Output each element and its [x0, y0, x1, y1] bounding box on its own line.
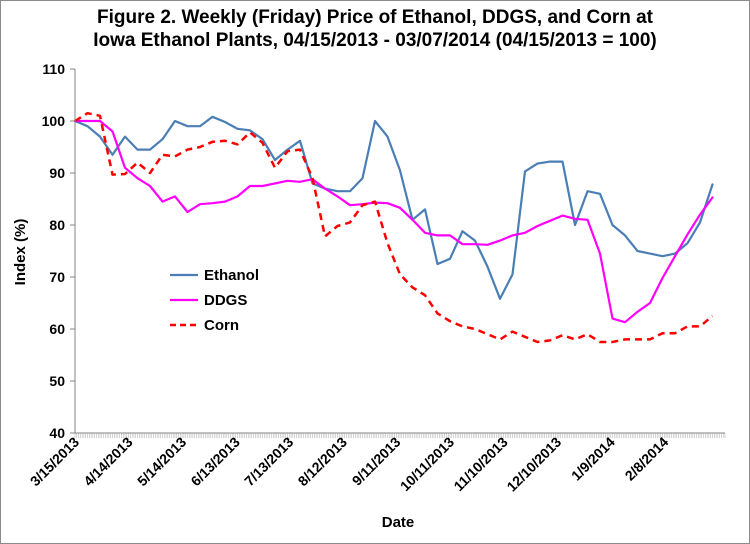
legend-label-ddgs: DDGS — [204, 292, 247, 309]
x-axis-title: Date — [382, 514, 415, 531]
legend-label-corn: Corn — [204, 317, 239, 334]
series-layer — [73, 111, 714, 344]
series-line-ethanol — [73, 115, 714, 300]
y-tick-label: 50 — [49, 373, 65, 389]
x-tick-label: 9/11/2013 — [349, 434, 404, 489]
x-tick-label: 2/8/2014 — [622, 434, 672, 484]
chart-title: Figure 2. Weekly (Friday) Price of Ethan… — [0, 6, 750, 52]
y-axis: 40 50 60 70 80 90 100 110 — [42, 61, 75, 441]
x-tick-label: 8/12/2013 — [295, 434, 351, 490]
chart-title-line-1: Figure 2. Weekly (Friday) Price of Ethan… — [96, 7, 654, 28]
x-tick-label: 7/13/2013 — [241, 434, 297, 490]
y-tick-label: 70 — [49, 269, 65, 285]
x-tick-label: 3/15/2013 — [27, 434, 83, 490]
y-tick-label: 100 — [42, 113, 66, 129]
series-line-ddgs — [73, 119, 714, 324]
y-axis-title: Index (%) — [12, 219, 29, 286]
x-tick-label: 11/10/2013 — [450, 434, 510, 494]
x-tick-label: 4/14/2013 — [80, 434, 136, 490]
series-line-corn — [74, 111, 714, 344]
y-tick-label: 90 — [49, 165, 65, 181]
y-tick-label: 40 — [49, 425, 65, 441]
x-tick-label: 6/13/2013 — [187, 434, 243, 490]
y-tick-label: 80 — [49, 217, 65, 233]
legend-label-ethanol: Ethanol — [204, 267, 259, 284]
y-tick-label: 110 — [42, 61, 65, 77]
x-tick-label: 10/11/2013 — [397, 434, 457, 494]
x-axis: 3/15/20134/14/20135/14/20136/13/20137/13… — [27, 433, 726, 495]
legend: Ethanol DDGS Corn — [170, 267, 259, 334]
x-tick-label: 5/14/2013 — [134, 434, 190, 490]
x-tick-label: 1/9/2014 — [568, 434, 618, 484]
chart-title-line-2: Iowa Ethanol Plants, 04/15/2013 - 03/07/… — [93, 30, 657, 51]
x-tick-label: 12/10/2013 — [503, 434, 564, 495]
y-tick-label: 60 — [49, 321, 65, 337]
